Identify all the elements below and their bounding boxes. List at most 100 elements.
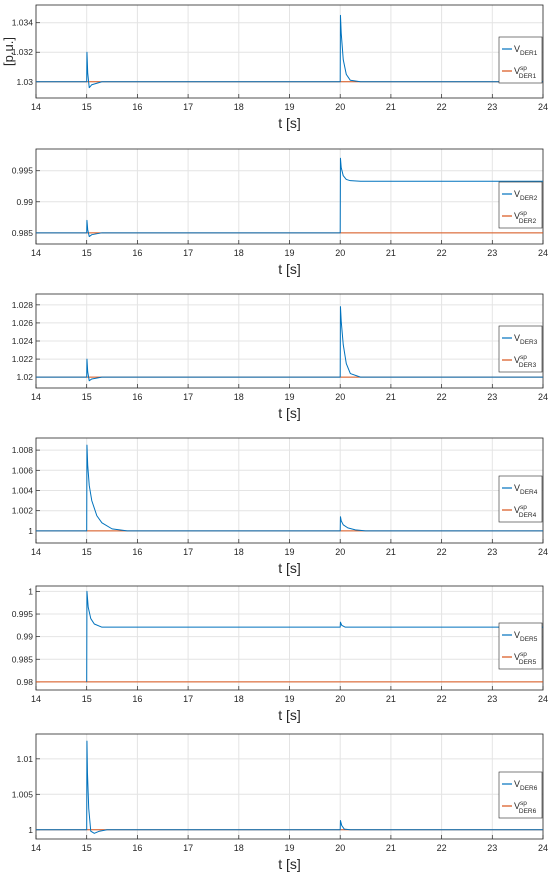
- x-tick-label: 20: [335, 694, 345, 704]
- x-axis-label: t [s]: [278, 261, 301, 277]
- legend: VDER3 Vsp DER3: [498, 325, 543, 373]
- legend-box: [498, 771, 543, 819]
- y-tick-label: 0.995: [12, 609, 34, 619]
- x-tick-label: 23: [487, 547, 497, 557]
- y-tick-label: 1.024: [12, 336, 34, 346]
- x-tick-label: 17: [183, 843, 193, 853]
- x-tick-label: 20: [335, 248, 345, 258]
- x-tick-label: 24: [538, 843, 548, 853]
- x-tick-label: 20: [335, 392, 345, 402]
- x-tick-label: 21: [386, 843, 396, 853]
- x-tick-label: 15: [82, 248, 92, 258]
- x-tick-label: 14: [31, 694, 41, 704]
- y-tick-label: 1.005: [12, 789, 34, 799]
- x-tick-label: 19: [284, 248, 294, 258]
- x-tick-label: 14: [31, 248, 41, 258]
- x-tick-label: 18: [234, 694, 244, 704]
- x-tick-label: 18: [234, 392, 244, 402]
- legend-entry: Vsp DER2: [514, 210, 537, 225]
- x-axis-label: t [s]: [278, 560, 301, 576]
- y-tick-label: 0.99: [16, 632, 33, 642]
- x-tick-label: 24: [538, 248, 548, 258]
- x-tick-label: 20: [335, 843, 345, 853]
- y-tick-label: 1.004: [12, 486, 34, 496]
- series-line-der6: [36, 740, 543, 834]
- x-tick-label: 19: [284, 843, 294, 853]
- x-tick-label: 20: [335, 102, 345, 112]
- x-tick-label: 23: [487, 694, 497, 704]
- x-tick-label: 19: [284, 547, 294, 557]
- x-tick-label: 18: [234, 102, 244, 112]
- x-tick-label: 15: [82, 392, 92, 402]
- x-tick-label: 14: [31, 392, 41, 402]
- series-line-der3: [36, 306, 543, 382]
- x-tick-label: 17: [183, 547, 193, 557]
- x-tick-label: 21: [386, 547, 396, 557]
- series-line-der2: [36, 157, 543, 238]
- legend-entry: VDER1: [514, 44, 538, 57]
- x-tick-label: 21: [386, 694, 396, 704]
- chart-der5: 14 15 16 17 18 19 20 21 22 23 24 0.98 0.985 0.99 0.995…: [12, 585, 548, 723]
- legend-entry: Vsp DER1: [514, 65, 537, 80]
- x-tick-label: 18: [234, 547, 244, 557]
- y-tick-label: 0.985: [12, 228, 34, 238]
- y-tick-label: 0.985: [12, 654, 34, 664]
- x-tick-label: 24: [538, 547, 548, 557]
- x-tick-label: 17: [183, 248, 193, 258]
- x-axis-label: t [s]: [278, 707, 301, 723]
- x-tick-label: 22: [437, 843, 447, 853]
- x-tick-label: 22: [437, 694, 447, 704]
- x-tick-label: 14: [31, 843, 41, 853]
- series-line-der4: [36, 444, 543, 532]
- x-tick-label: 21: [386, 248, 396, 258]
- y-tick-label: 0.98: [16, 677, 33, 687]
- x-tick-label: 21: [386, 102, 396, 112]
- x-tick-label: 19: [284, 102, 294, 112]
- x-tick-label: 22: [437, 547, 447, 557]
- legend-box: [498, 181, 543, 229]
- x-tick-label: 17: [183, 392, 193, 402]
- x-tick-label: 16: [132, 102, 142, 112]
- y-tick-label: 1.01: [16, 754, 33, 764]
- legend-entry: Vsp DER5: [514, 651, 537, 666]
- y-tick-label: 1.03: [16, 77, 33, 87]
- y-tick-label: 1.026: [12, 318, 34, 328]
- x-tick-label: 20: [335, 547, 345, 557]
- x-tick-label: 17: [183, 694, 193, 704]
- y-tick-label: 1.006: [12, 465, 34, 475]
- series-line-der1: [36, 14, 543, 89]
- legend: VDER5 Vsp DER5: [498, 622, 543, 670]
- legend-box: [498, 475, 543, 523]
- x-tick-label: 18: [234, 843, 244, 853]
- y-axis-label: [p.u.]: [1, 37, 16, 66]
- chart-der3: 14 15 16 17 18 19 20 21 22 23 24 1.02 1.022 1.024 1.02…: [12, 293, 548, 421]
- x-tick-label: 24: [538, 102, 548, 112]
- y-tick-label: 1.032: [12, 47, 34, 57]
- x-tick-label: 18: [234, 248, 244, 258]
- legend-entry: VDER6: [514, 779, 538, 792]
- x-tick-label: 24: [538, 694, 548, 704]
- chart-der2: 14 15 16 17 18 19 20 21 22 23 24 0.985 0.99 0.995 t [s…: [12, 148, 548, 277]
- x-axis-label: t [s]: [278, 856, 301, 872]
- y-tick-label: 1.022: [12, 354, 34, 364]
- y-tick-label: 0.99: [16, 197, 33, 207]
- x-tick-label: 17: [183, 102, 193, 112]
- legend-entry: VDER2: [514, 189, 538, 202]
- legend-box: [498, 325, 543, 373]
- x-tick-label: 16: [132, 248, 142, 258]
- x-tick-label: 14: [31, 102, 41, 112]
- x-tick-label: 24: [538, 392, 548, 402]
- legend-box: [498, 36, 543, 84]
- x-tick-label: 16: [132, 392, 142, 402]
- x-tick-label: 16: [132, 694, 142, 704]
- x-tick-label: 15: [82, 843, 92, 853]
- legend-box: [498, 622, 543, 670]
- y-tick-label: 0.995: [12, 166, 34, 176]
- y-tick-label: 1.008: [12, 445, 34, 455]
- x-tick-label: 23: [487, 102, 497, 112]
- x-tick-label: 19: [284, 392, 294, 402]
- legend-entry: VDER4: [514, 483, 538, 496]
- legend: VDER1 Vsp DER1: [498, 36, 543, 84]
- x-tick-label: 19: [284, 694, 294, 704]
